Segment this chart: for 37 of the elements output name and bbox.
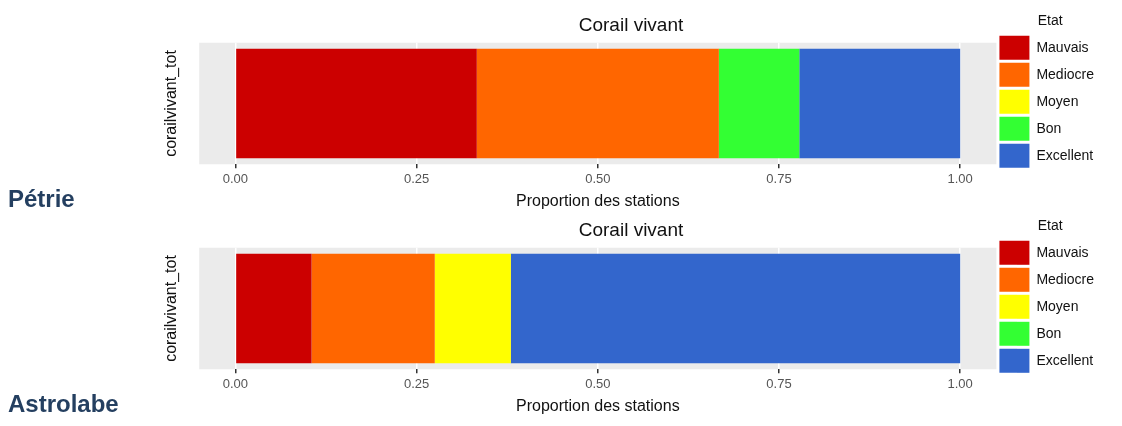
- legend-label: Mauvais: [1036, 38, 1089, 55]
- legend-label: Bon: [1036, 324, 1062, 341]
- x-tick-label: 1.00: [947, 170, 973, 186]
- legend-label: Moyen: [1036, 297, 1079, 314]
- x-tick-label: 0.00: [222, 375, 249, 391]
- y-axis-title: corailvivant_tot: [162, 49, 181, 157]
- legend-label: Excellent: [1036, 146, 1094, 163]
- x-tick-label: 0.25: [403, 375, 430, 391]
- legend-label: Mediocre: [1036, 65, 1095, 82]
- legend-label: Excellent: [1036, 351, 1094, 368]
- bar: [476, 48, 719, 159]
- x-tick-label: 0.25: [403, 170, 430, 186]
- legend-title: Etat: [1037, 216, 1063, 233]
- bar: [311, 253, 435, 364]
- x-tick-label: 0.50: [585, 375, 611, 391]
- y-axis-title: corailvivant_tot: [162, 254, 181, 362]
- text: Pétrie: [8, 185, 75, 213]
- x-axis-title: Proportion des stations: [515, 396, 680, 414]
- text: Astrolabe: [8, 390, 119, 418]
- bar: [434, 253, 511, 364]
- bar: [799, 48, 961, 159]
- chart-title: Corail vivant: [578, 13, 684, 35]
- legend-label: Mediocre: [1036, 270, 1095, 287]
- bar: [236, 48, 477, 159]
- legend-label: Mauvais: [1036, 243, 1089, 260]
- legend-label: Bon: [1036, 119, 1062, 136]
- x-axis-title: Proportion des stations: [515, 191, 680, 209]
- chart-title: Corail vivant: [578, 218, 684, 240]
- x-tick-label: 0.75: [766, 170, 792, 186]
- bar: [236, 253, 312, 364]
- x-tick-label: 0.00: [222, 170, 249, 186]
- bar: [718, 48, 800, 159]
- legend-title: Etat: [1037, 11, 1063, 28]
- legend-label: Moyen: [1036, 92, 1079, 109]
- x-tick-label: 1.00: [947, 375, 973, 391]
- x-tick-label: 0.50: [585, 170, 611, 186]
- x-tick-label: 0.75: [766, 375, 792, 391]
